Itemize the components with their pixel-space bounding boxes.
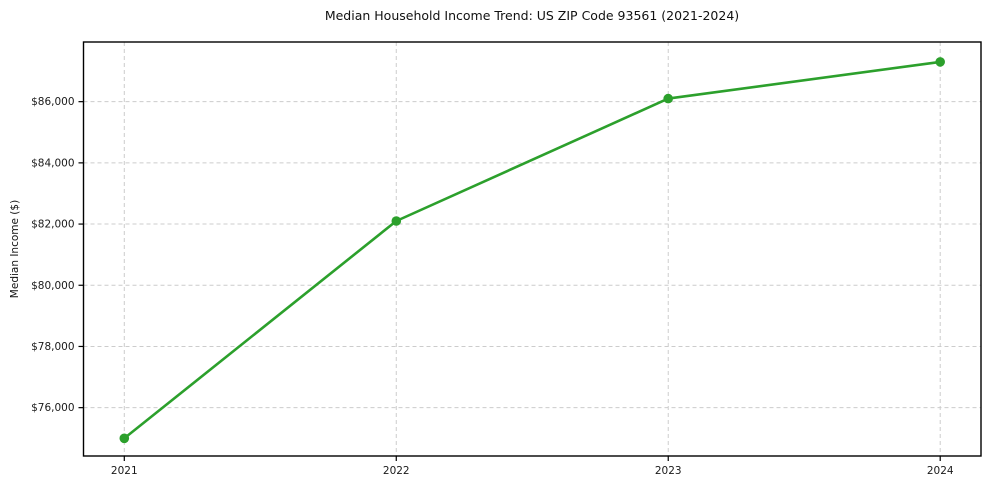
y-tick-label: $78,000 [31,341,74,353]
x-tick-label: 2024 [927,465,954,477]
data-point-2022 [391,216,402,226]
chart-title: Median Household Income Trend: US ZIP Co… [324,8,740,23]
y-tick-label: $76,000 [31,402,74,414]
x-tick-label: 2021 [111,465,138,477]
data-point-2024 [935,57,945,67]
plot-border [82,41,982,457]
data-point-2021 [119,433,130,444]
y-tick-label: $80,000 [31,280,74,292]
x-tick-label: 2022 [383,465,410,477]
y-tick-label: $86,000 [31,96,74,108]
x-tick-label: 2023 [655,465,682,477]
income-trend-line [123,60,942,440]
y-tick-label: $84,000 [31,157,74,169]
y-tick-label: $82,000 [31,219,74,231]
data-point-2023 [663,93,673,104]
